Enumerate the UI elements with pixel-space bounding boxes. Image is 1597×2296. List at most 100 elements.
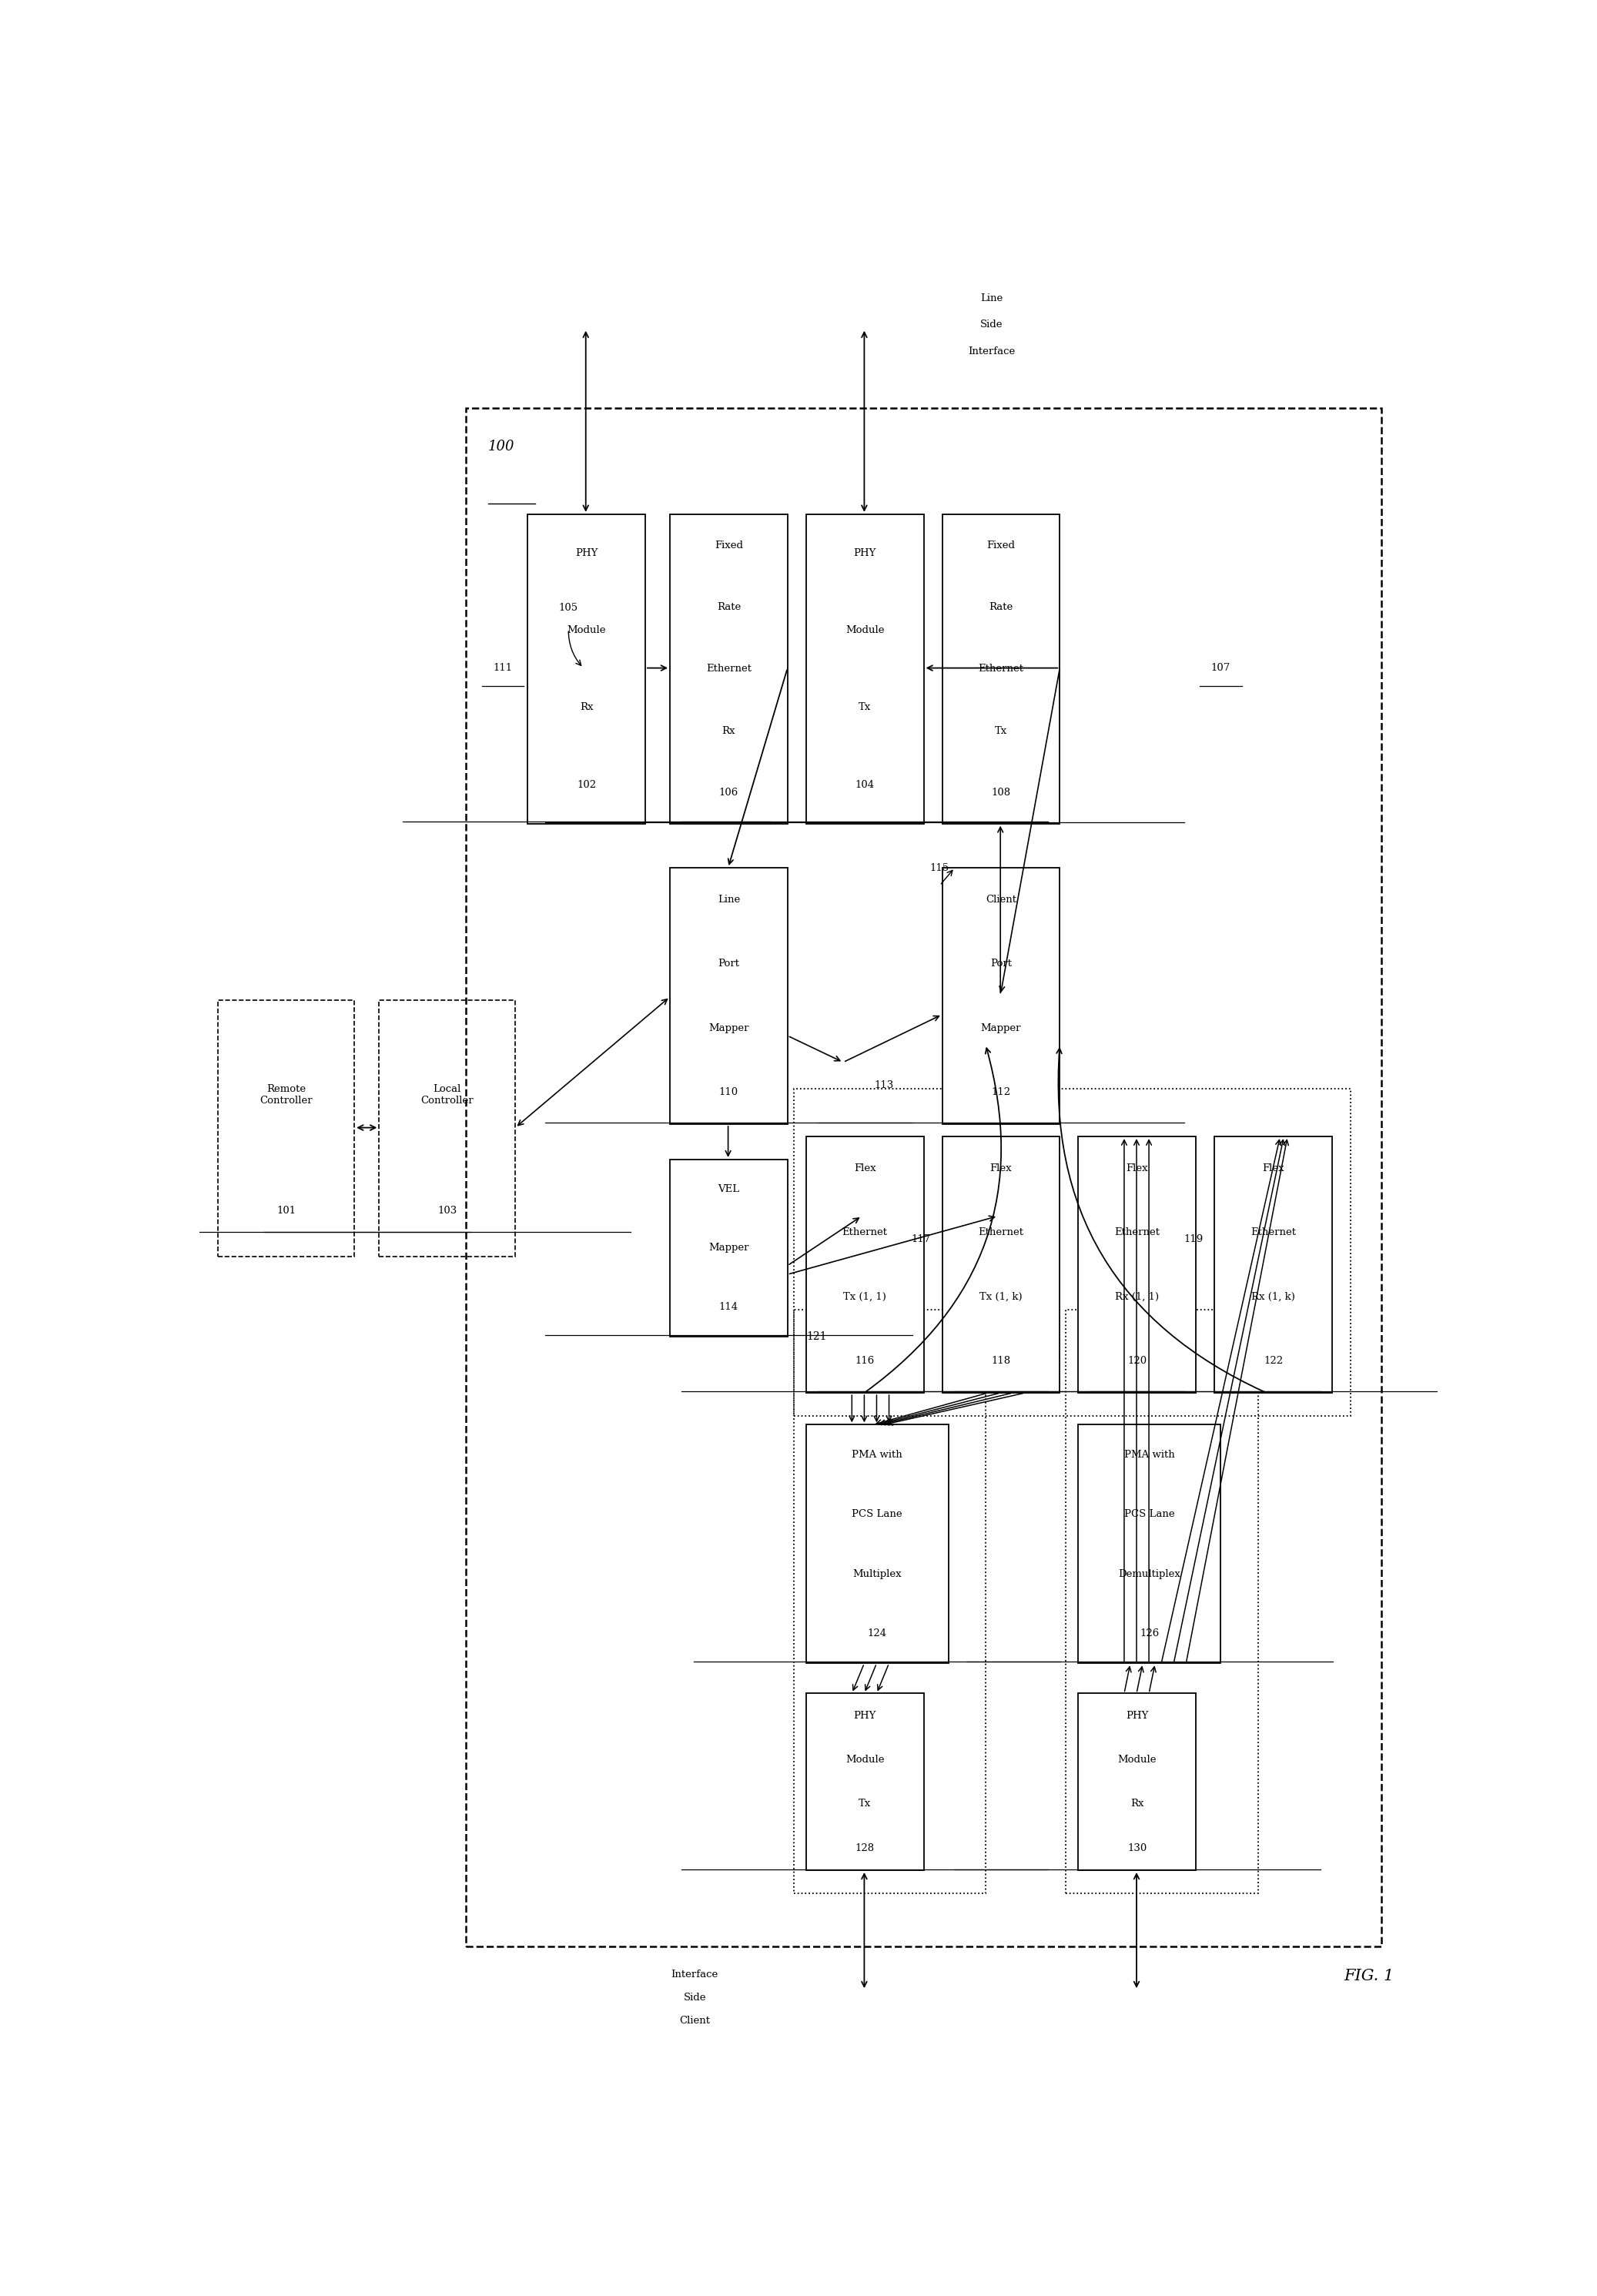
Text: Demultiplex: Demultiplex	[1118, 1568, 1180, 1580]
Text: Module: Module	[1118, 1754, 1156, 1766]
Bar	[671, 1159, 787, 1336]
Text: PHY: PHY	[575, 549, 597, 558]
Bar	[527, 514, 645, 824]
Bar	[671, 868, 787, 1125]
Text: Client: Client	[985, 895, 1016, 905]
Bar	[806, 514, 923, 824]
Bar	[806, 1424, 949, 1662]
Text: Flex: Flex	[1262, 1164, 1284, 1173]
Text: Ethernet: Ethernet	[1250, 1228, 1297, 1238]
Text: 110: 110	[719, 1086, 738, 1097]
Text: Side: Side	[981, 319, 1003, 331]
Text: Tx: Tx	[859, 703, 870, 712]
Text: 100: 100	[489, 441, 514, 455]
Text: VEL: VEL	[719, 1185, 739, 1194]
Text: Ethernet: Ethernet	[979, 664, 1024, 675]
Bar	[378, 1001, 516, 1256]
Bar	[794, 1088, 1351, 1417]
Text: 130: 130	[1127, 1844, 1147, 1853]
Text: 122: 122	[1263, 1357, 1282, 1366]
Bar	[1215, 1137, 1332, 1394]
Text: 120: 120	[1127, 1357, 1147, 1366]
Text: PMA with: PMA with	[1124, 1449, 1175, 1460]
Text: Tx (1, k): Tx (1, k)	[979, 1293, 1022, 1302]
Bar	[1067, 1309, 1258, 1894]
Text: Ethernet: Ethernet	[706, 664, 752, 675]
Text: Mapper: Mapper	[709, 1024, 749, 1033]
Text: Mapper: Mapper	[709, 1242, 749, 1254]
Text: Rate: Rate	[989, 602, 1012, 613]
Text: Side: Side	[684, 1993, 706, 2002]
Text: 105: 105	[559, 604, 578, 613]
Text: 111: 111	[493, 664, 513, 673]
Text: Rx (1, 1): Rx (1, 1)	[1115, 1293, 1159, 1302]
Text: Local
Controller: Local Controller	[420, 1084, 474, 1107]
Text: PCS Lane: PCS Lane	[851, 1508, 902, 1520]
Text: Tx: Tx	[995, 726, 1008, 735]
Text: 121: 121	[806, 1332, 827, 1341]
Text: 124: 124	[867, 1628, 886, 1639]
Bar	[1078, 1694, 1196, 1871]
Text: 115: 115	[929, 863, 950, 872]
Text: Flex: Flex	[854, 1164, 875, 1173]
Text: PHY: PHY	[853, 549, 877, 558]
Text: 117: 117	[912, 1233, 931, 1244]
Text: Module: Module	[845, 625, 885, 636]
Text: Line: Line	[717, 895, 739, 905]
Text: Interface: Interface	[671, 1970, 719, 1979]
Text: Tx: Tx	[859, 1798, 870, 1809]
Text: Rate: Rate	[717, 602, 741, 613]
Text: Ethernet: Ethernet	[1115, 1228, 1159, 1238]
Text: Rx: Rx	[580, 703, 592, 712]
Bar	[942, 514, 1060, 824]
Text: 106: 106	[719, 788, 738, 797]
Text: 102: 102	[577, 781, 596, 790]
Text: 103: 103	[438, 1205, 457, 1215]
Text: 113: 113	[874, 1079, 894, 1091]
Text: Rx: Rx	[722, 726, 736, 735]
Text: Interface: Interface	[968, 347, 1016, 356]
Text: Flex: Flex	[1126, 1164, 1148, 1173]
Text: 101: 101	[276, 1205, 295, 1215]
Text: 104: 104	[856, 781, 875, 790]
Bar	[806, 1137, 923, 1394]
Text: Ethernet: Ethernet	[842, 1228, 888, 1238]
Bar	[942, 1137, 1060, 1394]
Text: PHY: PHY	[1126, 1711, 1148, 1720]
Text: Flex: Flex	[990, 1164, 1012, 1173]
Text: Multiplex: Multiplex	[853, 1568, 902, 1580]
Text: Port: Port	[990, 960, 1012, 969]
Bar	[806, 1694, 923, 1871]
Text: Module: Module	[845, 1754, 885, 1766]
Text: 116: 116	[854, 1357, 875, 1366]
Text: FIG. 1: FIG. 1	[1345, 1970, 1394, 1984]
Text: PMA with: PMA with	[851, 1449, 902, 1460]
Bar	[942, 868, 1060, 1125]
Bar	[671, 514, 787, 824]
Text: Ethernet: Ethernet	[979, 1228, 1024, 1238]
Text: Fixed: Fixed	[987, 540, 1016, 551]
Bar	[794, 1309, 985, 1894]
Text: Rx (1, k): Rx (1, k)	[1252, 1293, 1295, 1302]
Text: Fixed: Fixed	[714, 540, 743, 551]
Text: 118: 118	[992, 1357, 1011, 1366]
Bar	[466, 409, 1381, 1947]
Text: Remote
Controller: Remote Controller	[260, 1084, 313, 1107]
Text: Rx: Rx	[1131, 1798, 1143, 1809]
Text: PHY: PHY	[853, 1711, 877, 1720]
Text: Tx (1, 1): Tx (1, 1)	[843, 1293, 886, 1302]
Bar	[1078, 1137, 1196, 1394]
Text: 114: 114	[719, 1302, 738, 1311]
Text: Client: Client	[679, 2016, 711, 2025]
Text: 112: 112	[992, 1086, 1011, 1097]
Text: Line: Line	[981, 294, 1003, 303]
Text: Mapper: Mapper	[981, 1024, 1020, 1033]
Text: 128: 128	[856, 1844, 875, 1853]
Text: 107: 107	[1211, 664, 1230, 673]
Bar	[1078, 1424, 1220, 1662]
Text: 119: 119	[1183, 1233, 1203, 1244]
Text: PCS Lane: PCS Lane	[1124, 1508, 1175, 1520]
Text: Port: Port	[719, 960, 739, 969]
Bar	[219, 1001, 355, 1256]
Text: Module: Module	[567, 625, 605, 636]
